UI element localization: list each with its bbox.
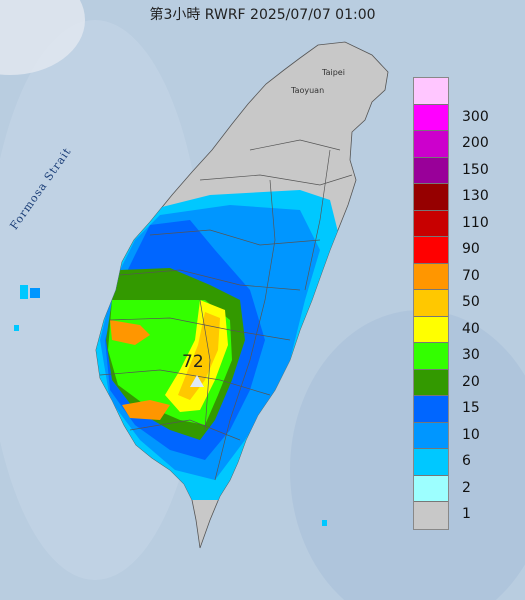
legend-swatch	[414, 157, 448, 184]
rain-orange-west	[110, 320, 150, 345]
legend-swatch	[414, 343, 448, 370]
penghu-islands-2	[30, 288, 40, 298]
legend-label: 150	[462, 161, 489, 178]
legend-swatch	[414, 316, 448, 343]
legend-label: 15	[462, 400, 480, 416]
legend-label: 6	[462, 453, 471, 469]
legend-swatch	[414, 369, 448, 396]
legend-swatch	[414, 290, 448, 317]
legend-swatch	[414, 237, 448, 264]
legend-swatch	[414, 502, 448, 529]
legend-label: 50	[462, 294, 480, 310]
legend-swatch	[414, 396, 448, 423]
legend-label: 110	[462, 214, 489, 231]
city-label-taoyuan: Taoyuan	[291, 86, 325, 95]
legend-swatch	[414, 184, 448, 211]
rain-gold	[178, 312, 220, 400]
triangle-marker-icon	[189, 374, 205, 388]
legend-label: 1	[462, 506, 471, 522]
legend-label: 200	[462, 135, 489, 151]
legend-swatch	[414, 475, 448, 502]
legend-label: 300	[462, 108, 489, 125]
mainland-coast	[0, 0, 85, 75]
sea-deep	[290, 310, 525, 600]
legend-label: 40	[462, 320, 480, 337]
max-value-label: 72	[182, 352, 204, 372]
legend-swatch	[414, 78, 448, 105]
color-legend	[413, 77, 449, 530]
green-island	[322, 520, 327, 526]
legend-label: 10	[462, 426, 480, 443]
legend-swatch	[414, 449, 448, 476]
legend-swatch	[414, 131, 448, 158]
legend-label: 90	[462, 241, 480, 257]
legend-swatch	[414, 263, 448, 290]
legend-label: 2	[462, 479, 471, 496]
legend-swatch	[414, 422, 448, 449]
city-label-taipei: Taipei	[322, 68, 345, 77]
legend-label: 20	[462, 373, 480, 390]
map-title: 第3小時 RWRF 2025/07/07 01:00	[149, 7, 376, 23]
rain-orange-south	[122, 400, 170, 420]
legend-label: 130	[462, 188, 489, 204]
penghu-islands	[20, 285, 28, 299]
legend-swatch	[414, 104, 448, 131]
legend-swatch	[414, 210, 448, 237]
legend-label: 30	[462, 347, 480, 363]
penghu-islands-3	[14, 325, 19, 331]
rainfall-overlay	[96, 190, 340, 500]
legend-label: 70	[462, 267, 480, 284]
